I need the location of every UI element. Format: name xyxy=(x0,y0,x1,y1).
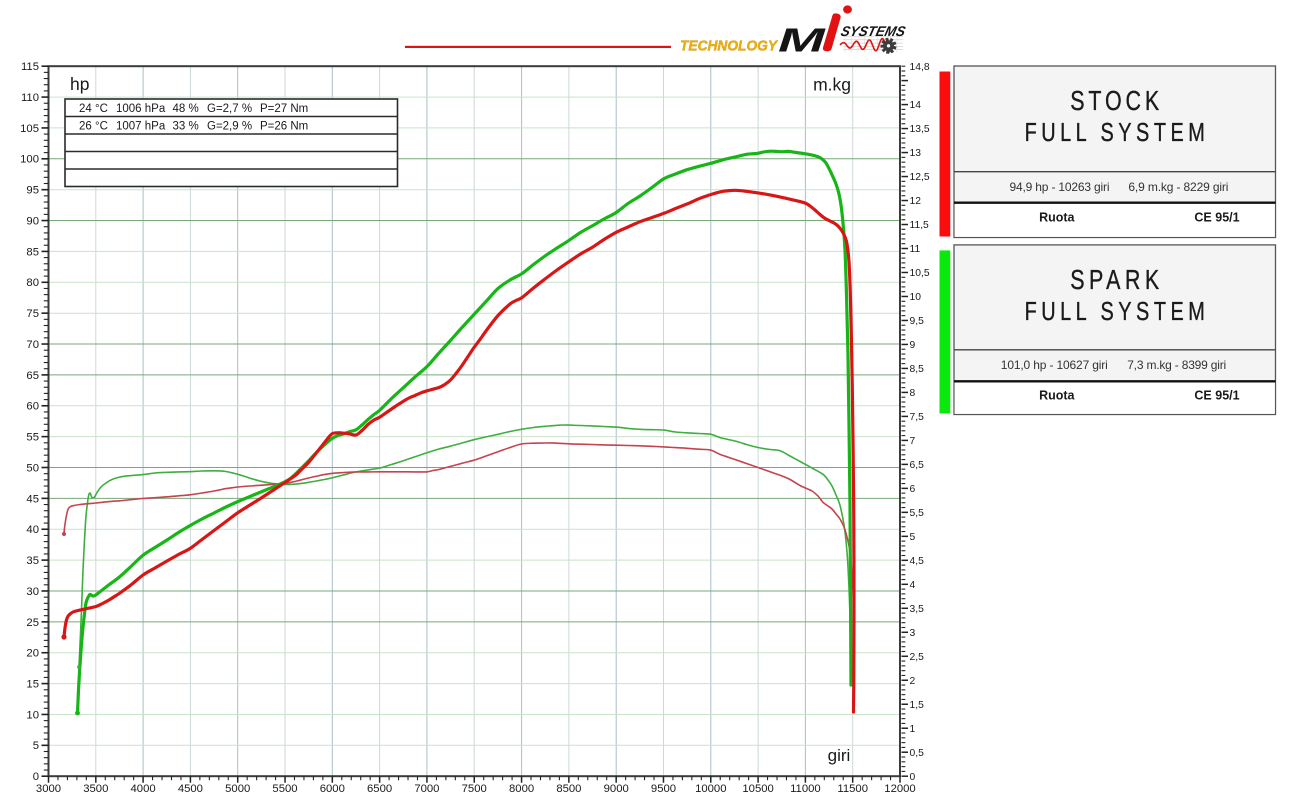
svg-text:75: 75 xyxy=(26,308,39,320)
svg-text:20: 20 xyxy=(26,648,39,660)
svg-text:35: 35 xyxy=(26,555,39,567)
svg-text:4,5: 4,5 xyxy=(910,556,925,567)
svg-text:2,5: 2,5 xyxy=(910,652,925,663)
svg-text:12,5: 12,5 xyxy=(910,172,930,183)
svg-text:85: 85 xyxy=(26,246,39,258)
svg-text:55: 55 xyxy=(26,432,39,444)
svg-text:6000: 6000 xyxy=(320,783,345,795)
svg-text:25: 25 xyxy=(26,617,39,629)
svg-text:26 °C: 26 °C xyxy=(79,120,108,132)
svg-text:6500: 6500 xyxy=(367,783,392,795)
svg-text:7: 7 xyxy=(910,436,916,447)
svg-text:48 %: 48 % xyxy=(173,103,199,115)
svg-text:100: 100 xyxy=(20,154,39,166)
svg-text:SPARK: SPARK xyxy=(1070,266,1159,296)
svg-text:4000: 4000 xyxy=(131,783,156,795)
svg-text:Ruota: Ruota xyxy=(1039,389,1075,403)
svg-text:G=2,9 %: G=2,9 % xyxy=(207,120,252,132)
svg-text:70: 70 xyxy=(26,339,39,351)
svg-text:11000: 11000 xyxy=(790,783,821,795)
svg-text:13: 13 xyxy=(910,148,922,159)
svg-text:90: 90 xyxy=(26,215,39,227)
svg-text:14: 14 xyxy=(910,100,922,111)
svg-text:SYSTEMS: SYSTEMS xyxy=(839,24,907,40)
svg-text:40: 40 xyxy=(26,524,39,536)
svg-text:14,8: 14,8 xyxy=(910,62,930,73)
svg-text:5,5: 5,5 xyxy=(910,508,925,519)
svg-text:G=2,7 %: G=2,7 % xyxy=(207,103,252,115)
svg-text:95: 95 xyxy=(26,185,39,197)
svg-text:4: 4 xyxy=(910,580,916,591)
svg-text:11500: 11500 xyxy=(837,783,868,795)
svg-text:10000: 10000 xyxy=(695,783,726,795)
svg-text:7,5: 7,5 xyxy=(910,412,925,423)
svg-text:30: 30 xyxy=(26,586,39,598)
svg-text:TECHNOLOGY: TECHNOLOGY xyxy=(680,38,779,55)
svg-text:7000: 7000 xyxy=(414,783,439,795)
svg-text:7,3 m.kg - 8399 giri: 7,3 m.kg - 8399 giri xyxy=(1127,358,1226,372)
svg-text:5: 5 xyxy=(910,532,916,543)
svg-text:1: 1 xyxy=(910,724,916,735)
svg-text:115: 115 xyxy=(21,61,39,73)
svg-text:3: 3 xyxy=(910,628,916,639)
svg-text:1007 hPa: 1007 hPa xyxy=(116,120,166,132)
svg-text:8: 8 xyxy=(910,388,916,399)
svg-text:giri: giri xyxy=(828,746,851,765)
svg-text:33 %: 33 % xyxy=(173,120,199,132)
svg-text:9500: 9500 xyxy=(651,783,676,795)
svg-text:4500: 4500 xyxy=(178,783,203,795)
svg-text:1006 hPa: 1006 hPa xyxy=(116,103,166,115)
svg-text:3,5: 3,5 xyxy=(910,604,925,615)
svg-text:7500: 7500 xyxy=(462,783,487,795)
svg-text:m.kg: m.kg xyxy=(813,75,851,95)
svg-text:10: 10 xyxy=(26,709,39,721)
svg-text:0: 0 xyxy=(33,771,39,783)
svg-text:45: 45 xyxy=(26,493,39,505)
svg-text:12000: 12000 xyxy=(884,783,915,795)
svg-text:STOCK: STOCK xyxy=(1070,87,1159,117)
svg-text:80: 80 xyxy=(26,277,39,289)
svg-text:65: 65 xyxy=(26,370,39,382)
svg-text:P=26 Nm: P=26 Nm xyxy=(260,120,308,132)
svg-text:110: 110 xyxy=(21,92,39,104)
svg-text:10,5: 10,5 xyxy=(910,268,930,279)
svg-text:60: 60 xyxy=(26,401,39,413)
svg-text:P=27 Nm: P=27 Nm xyxy=(260,103,308,115)
svg-text:5: 5 xyxy=(33,740,39,752)
svg-text:6,9 m.kg - 8229 giri: 6,9 m.kg - 8229 giri xyxy=(1128,180,1228,194)
svg-text:hp: hp xyxy=(70,74,89,94)
svg-text:9: 9 xyxy=(910,340,916,351)
svg-text:2: 2 xyxy=(910,676,916,687)
svg-text:10500: 10500 xyxy=(742,783,773,795)
svg-text:10: 10 xyxy=(910,292,922,303)
svg-text:0: 0 xyxy=(910,772,916,783)
svg-text:15: 15 xyxy=(26,679,39,691)
svg-text:11,5: 11,5 xyxy=(910,220,930,231)
svg-text:9000: 9000 xyxy=(604,783,629,795)
svg-text:3000: 3000 xyxy=(36,783,61,795)
svg-text:24 °C: 24 °C xyxy=(79,103,108,115)
svg-text:8500: 8500 xyxy=(556,783,581,795)
svg-text:5000: 5000 xyxy=(225,783,250,795)
svg-text:5500: 5500 xyxy=(272,783,297,795)
svg-text:94,9 hp - 10263 giri: 94,9 hp - 10263 giri xyxy=(1010,180,1110,194)
svg-text:0,5: 0,5 xyxy=(910,748,925,759)
svg-text:CE 95/1: CE 95/1 xyxy=(1194,389,1239,403)
svg-text:9,5: 9,5 xyxy=(910,316,925,327)
svg-text:105: 105 xyxy=(20,123,39,135)
svg-text:6: 6 xyxy=(910,484,916,495)
svg-text:50: 50 xyxy=(26,462,39,474)
svg-text:M: M xyxy=(778,21,827,58)
svg-text:101,0 hp - 10627 giri: 101,0 hp - 10627 giri xyxy=(1001,358,1108,372)
svg-text:3500: 3500 xyxy=(83,783,108,795)
svg-text:Ruota: Ruota xyxy=(1039,210,1075,224)
svg-text:12: 12 xyxy=(910,196,922,207)
svg-text:8000: 8000 xyxy=(509,783,534,795)
svg-text:6,5: 6,5 xyxy=(910,460,925,471)
svg-text:CE 95/1: CE 95/1 xyxy=(1194,210,1239,224)
svg-text:8,5: 8,5 xyxy=(910,364,925,375)
svg-text:1,5: 1,5 xyxy=(910,700,925,711)
svg-text:11: 11 xyxy=(910,244,921,255)
svg-text:13,5: 13,5 xyxy=(910,124,930,135)
